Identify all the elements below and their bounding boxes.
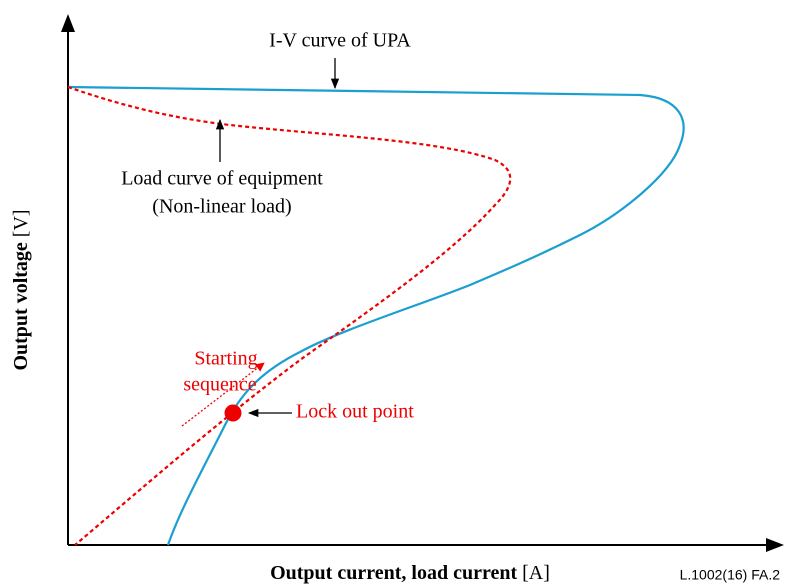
y-axis-label: Output voltage [V] [10, 209, 32, 370]
iv-label: I-V curve of UPA [269, 30, 411, 52]
lock-out-point [224, 404, 242, 422]
load-note: (Non-linear load) [152, 196, 291, 218]
x-axis-label: Output current, load current [A] [270, 562, 550, 584]
y-axis-unit: [V] [10, 209, 32, 237]
x-arrow [766, 538, 784, 552]
starting-label: Starting [194, 348, 257, 370]
y-arrow [61, 14, 75, 32]
iv-curve [67, 85, 685, 546]
x-axis-unit: [A] [522, 562, 550, 584]
x-axis-text: Output current, load current [270, 562, 517, 584]
y-axis-text: Output voltage [10, 242, 32, 370]
starting-label: sequence [183, 374, 256, 396]
load-label: Load curve of equipment [121, 168, 323, 190]
load-curve [67, 85, 512, 546]
starting-arrow [181, 362, 265, 427]
lock-label: Lock out point [296, 401, 414, 423]
figure-id: L.1002(16) FA.2 [680, 567, 781, 583]
